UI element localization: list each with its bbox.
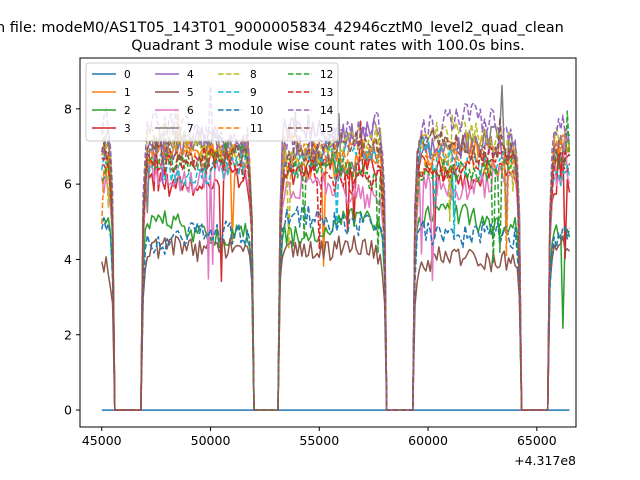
x-tick-label: 65000 — [517, 433, 557, 448]
y-tick-label: 0 — [64, 403, 72, 418]
series-line-9 — [101, 136, 571, 411]
legend-label-6: 6 — [187, 105, 194, 117]
series-line-5 — [101, 235, 571, 411]
x-tick-label: 50000 — [191, 433, 231, 448]
legend-label-14: 14 — [320, 105, 334, 117]
legend-label-1: 1 — [124, 87, 131, 99]
figure-suptitle: n file: modeM0/AS1T05_143T01_9000005834_… — [0, 20, 564, 36]
legend-label-0: 0 — [124, 69, 131, 81]
legend-label-10: 10 — [250, 105, 263, 117]
axes-frame — [79, 57, 577, 428]
chart-title: Quadrant 3 module wise count rates with … — [131, 38, 525, 54]
x-tick-label: 60000 — [408, 433, 448, 448]
legend-label-13: 13 — [320, 87, 333, 99]
y-axis: 0 2 4 6 8 — [64, 101, 80, 418]
series-line-2 — [101, 171, 571, 411]
plot-border — [79, 57, 577, 428]
x-tick-label: 55000 — [299, 433, 339, 448]
y-tick-label: 6 — [64, 177, 72, 192]
legend-label-7: 7 — [187, 123, 194, 135]
series-line-12 — [101, 110, 571, 411]
y-tick-label: 8 — [64, 101, 72, 116]
x-tick-label: 45000 — [82, 433, 122, 448]
y-tick-label: 4 — [64, 252, 72, 267]
series-line-10 — [101, 204, 571, 411]
legend-box — [85, 62, 339, 142]
y-tick-label: 2 — [64, 327, 72, 342]
legend-label-9: 9 — [250, 87, 257, 99]
legend-label-15: 15 — [320, 123, 333, 135]
legend-label-4: 4 — [187, 69, 194, 81]
series-line-15 — [101, 111, 571, 411]
legend-label-8: 8 — [250, 69, 257, 81]
x-offset-label: +4.317e8 — [514, 453, 576, 468]
legend-label-5: 5 — [187, 87, 194, 99]
legend-label-11: 11 — [250, 123, 263, 135]
legend-label-3: 3 — [124, 123, 131, 135]
x-axis: 45000 50000 55000 60000 65000 — [82, 427, 557, 448]
legend-label-12: 12 — [320, 69, 333, 81]
legend-label-2: 2 — [124, 105, 131, 117]
